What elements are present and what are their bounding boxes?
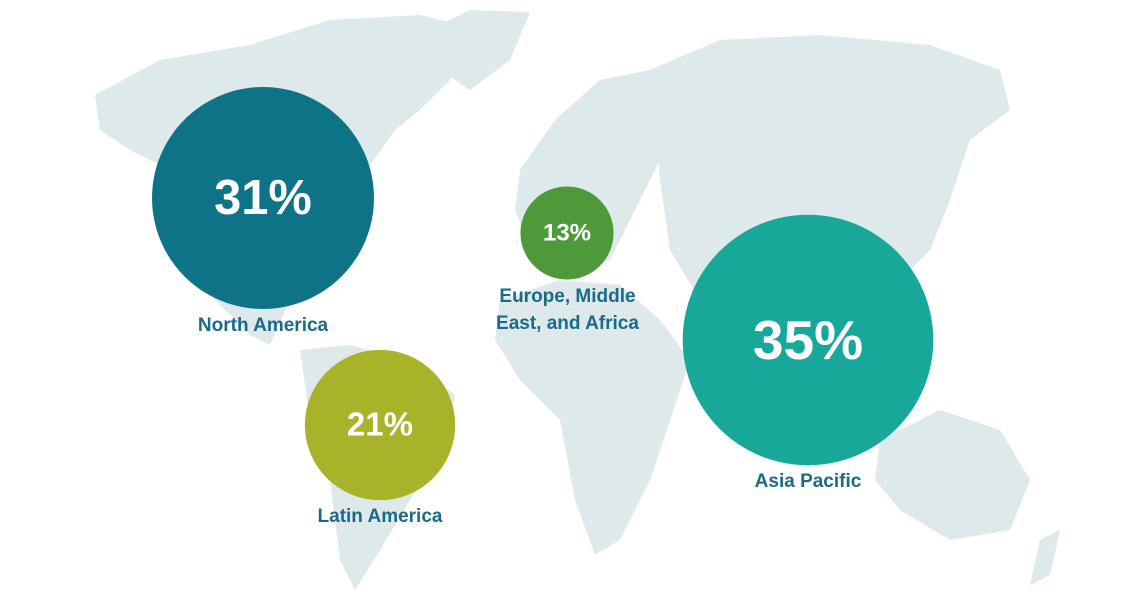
bubble (152, 87, 374, 309)
value-label: 13% (543, 220, 591, 247)
value-label: 35% (753, 309, 863, 371)
greenland (430, 10, 530, 90)
bubble (520, 186, 614, 280)
region-label: North America (197, 314, 329, 336)
region-label: Latin America (317, 506, 443, 528)
australia (875, 410, 1030, 540)
bubbles: 31% 21% 13% 35% (152, 87, 934, 501)
value-label: 21% (347, 407, 413, 444)
value-label: 31% (214, 171, 312, 225)
bubble (682, 214, 934, 466)
bubble (304, 349, 456, 501)
new-zealand (1030, 530, 1060, 585)
africa (495, 280, 690, 555)
region-label: Europe, Middle East, and Africa (496, 285, 639, 334)
region-label: Asia Pacific (754, 471, 862, 493)
